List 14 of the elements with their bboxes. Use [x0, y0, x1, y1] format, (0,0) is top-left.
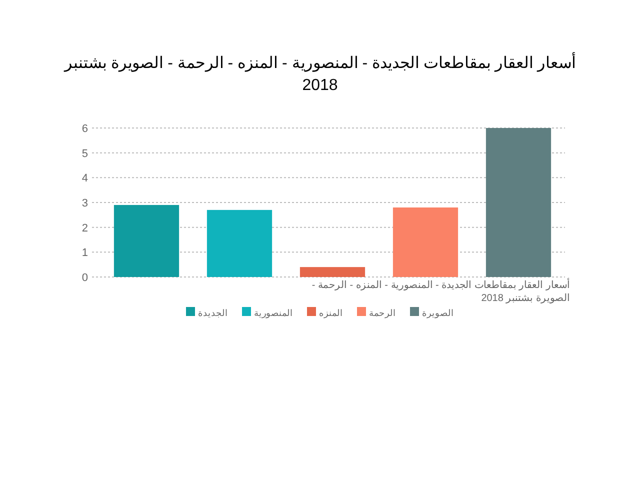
y-tick-label: 6 — [82, 123, 88, 135]
y-tick-label: 3 — [82, 198, 88, 210]
y-tick-label: 4 — [82, 172, 88, 185]
x-axis-title: أسعار العقار بمقاطعات الجديدة - المنصورية - المنزه - الرحمة - الصويرة بشتنبر 2018 — [310, 277, 571, 306]
legend-label: الرحمة — [369, 308, 396, 319]
legend-label: الجديدة — [198, 308, 228, 318]
y-tick-label: 2 — [82, 222, 88, 234]
legend-label: المنصورية — [254, 308, 293, 319]
y-tick-label: 0 — [82, 272, 88, 284]
y-tick-label: 1 — [82, 247, 88, 260]
legend-label: الصويرة — [422, 308, 454, 319]
legend-label: المنزه — [319, 308, 343, 319]
chart-title: أسعار العقار بمقاطعات الجديدة - المنصورية - المنزه - الرحمة - الصويرة بشتنبر 2018 — [62, 51, 576, 96]
y-tick-label: 5 — [82, 148, 88, 160]
